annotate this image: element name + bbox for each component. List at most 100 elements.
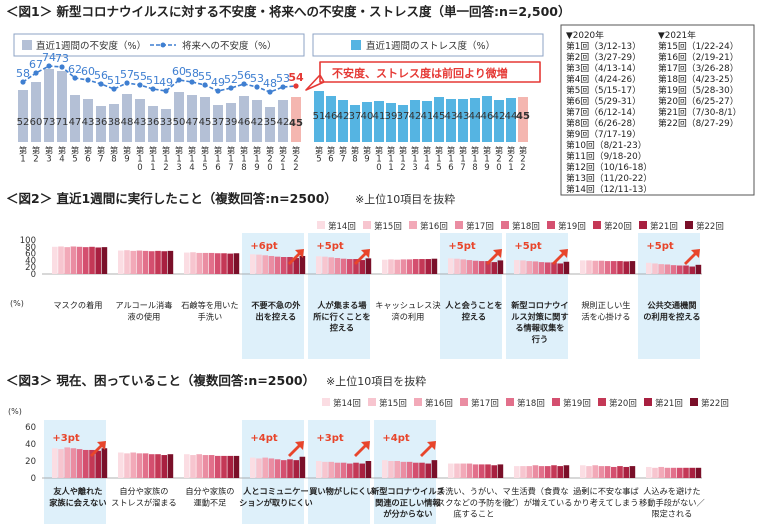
survey-date-item: 第18回（4/23-25） (658, 73, 739, 85)
line-label: 73 (55, 52, 69, 65)
left-bar-label: 37 (212, 117, 225, 128)
line-point (280, 84, 286, 90)
category-label: 自分や家族のストレスが溜まる (111, 486, 177, 507)
bar (130, 452, 136, 478)
bar (472, 464, 479, 478)
bar (448, 258, 454, 274)
line-label: 55 (198, 70, 212, 83)
right-bar-label: 43 (457, 111, 470, 122)
category-label: 人が集まる場所に行くことを控える (313, 300, 370, 332)
line-label: 58 (16, 67, 30, 80)
bar (586, 466, 592, 478)
legend-label: 第17回 (471, 398, 499, 409)
right-bar (362, 102, 372, 142)
right-bar (326, 96, 336, 142)
left-bar (44, 69, 54, 142)
bar (472, 260, 479, 274)
bar (683, 467, 689, 478)
right-bar-label: 46 (481, 111, 494, 122)
left-bar (18, 90, 28, 142)
line-point (202, 82, 208, 88)
bar (233, 455, 240, 478)
bar (167, 250, 174, 274)
legend-swatch (409, 221, 417, 229)
bar (497, 464, 504, 478)
bar (394, 461, 400, 478)
left-bar-label: 38 (108, 117, 121, 128)
bar (118, 250, 124, 274)
bar (545, 466, 551, 478)
bar (604, 261, 611, 274)
bar (89, 449, 95, 478)
bar (136, 250, 143, 274)
future-anxiety-line (22, 65, 297, 93)
increase-arrow-icon (486, 249, 502, 265)
legend-label: 第15回 (379, 398, 407, 409)
y-tick-label: 60 (25, 250, 36, 260)
figure-1: ＜図1＞ 新型コロナウイルスに対する不安度・将来への不安度・ストレス度（単一回答… (6, 4, 755, 196)
legend-swatch (460, 398, 468, 406)
bar (652, 263, 658, 274)
line-point (189, 79, 195, 85)
line-point (241, 81, 247, 87)
y-unit: (%) (8, 407, 22, 416)
bar (382, 460, 388, 478)
bar (274, 256, 281, 274)
bar (406, 461, 413, 478)
figure-1-left-panel: 直近1週間の不安度（%） 将来への不安度（%） 52 60 73 71 47 43 36 38… (13, 33, 305, 173)
left-bar (122, 94, 132, 142)
bar (293, 460, 299, 478)
left-bar-label: 45 (199, 117, 212, 128)
legend-swatch (363, 221, 371, 229)
line-label: 53 (276, 72, 290, 85)
legend-label: 第20回 (604, 221, 632, 232)
left-bar-label: 46 (238, 117, 251, 128)
bar (431, 460, 438, 478)
bar (563, 465, 570, 478)
left-bar (252, 100, 262, 142)
left-bar (291, 97, 301, 142)
bar (532, 465, 539, 478)
line-point (176, 77, 182, 83)
bar (629, 466, 636, 478)
line-point (254, 84, 260, 90)
increase-arrow-icon (420, 441, 436, 457)
bar (130, 250, 136, 274)
right-bar-label: 43 (445, 111, 458, 122)
line-point (72, 75, 78, 81)
legend-swatch (501, 221, 509, 229)
bar (353, 462, 359, 478)
bar (149, 454, 155, 478)
survey-date-item: 第21回（7/30-8/1） (658, 106, 741, 118)
bar (76, 449, 83, 478)
bar (425, 463, 431, 478)
bar (526, 261, 532, 274)
callout-box (305, 61, 541, 91)
bar (322, 256, 328, 274)
bar (670, 265, 677, 274)
line-label: 56 (94, 69, 108, 82)
category-label: 自分や家族の運動不足 (185, 486, 234, 507)
right-bar (494, 100, 504, 142)
survey-date-item: 第10回（8/21-23） (566, 139, 647, 151)
right-bar-label: 46 (325, 111, 338, 122)
line-label: 56 (237, 69, 251, 82)
right-bar-label: 37 (349, 111, 362, 122)
right-bar (314, 91, 324, 142)
bar (514, 260, 520, 274)
line-point (163, 88, 169, 94)
right-legend-swatch (351, 40, 361, 50)
right-legend-box (312, 33, 544, 57)
line-label: 51 (107, 74, 121, 87)
bar (652, 467, 658, 478)
category-label: 買い物がしにくい (309, 486, 374, 496)
category-label: 友人や離れた家族に会えない (49, 486, 106, 507)
left-bar-label: 52 (17, 117, 30, 128)
right-bar (518, 97, 528, 142)
